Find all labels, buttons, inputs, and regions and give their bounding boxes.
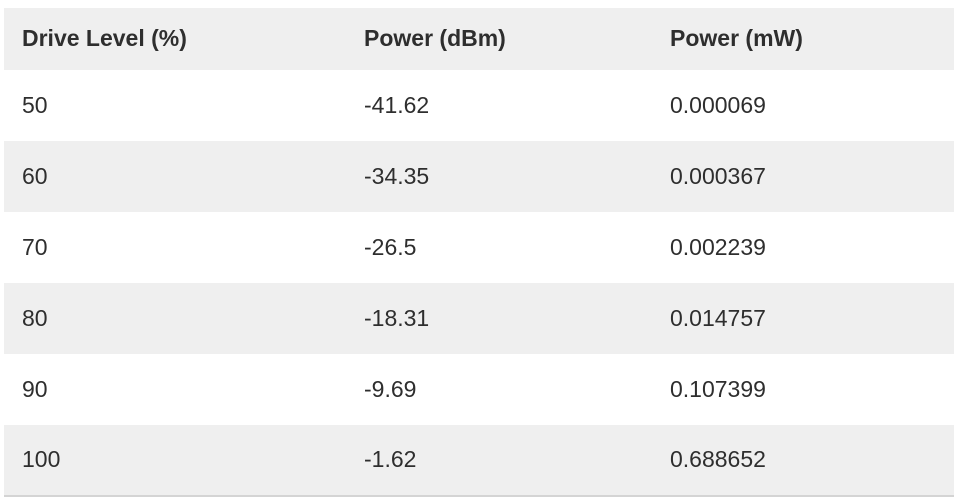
table-cell-power-mw: 0.014757	[670, 304, 766, 331]
table-cell-power-mw: 0.002239	[670, 233, 766, 260]
table-row: 70 -26.5 0.002239	[4, 212, 954, 283]
column-header-power-mw: Power (mW)	[652, 8, 954, 70]
table-row: 80 -18.31 0.014757	[4, 283, 954, 354]
power-drive-level-table: Drive Level (%) Power (dBm) Power (mW) 5…	[4, 8, 954, 497]
table-row: 60 -34.35 0.000367	[4, 141, 954, 212]
table-cell-power-dbm: -26.5	[364, 233, 417, 260]
table-cell-power-dbm: -34.35	[364, 162, 430, 189]
table-cell-power-mw: 0.000069	[670, 91, 766, 118]
table-header-row: Drive Level (%) Power (dBm) Power (mW)	[4, 8, 954, 70]
column-header-power-dbm: Power (dBm)	[346, 8, 652, 70]
table-cell-drive-level: 50	[22, 91, 48, 118]
table-cell-drive-level: 80	[22, 304, 48, 331]
table-cell-power-mw: 0.107399	[670, 375, 766, 402]
table-cell-drive-level: 90	[22, 375, 48, 402]
table-cell-power-mw: 0.688652	[670, 446, 766, 473]
table-cell-drive-level: 100	[22, 446, 61, 473]
column-header-drive-level: Drive Level (%)	[4, 8, 346, 70]
table-cell-power-dbm: -9.69	[364, 375, 417, 402]
table-cell-power-dbm: -1.62	[364, 446, 417, 473]
table-row: 50 -41.62 0.000069	[4, 70, 954, 141]
table-cell-power-mw: 0.000367	[670, 162, 766, 189]
table-row: 100 -1.62 0.688652	[4, 425, 954, 496]
table-cell-power-dbm: -41.62	[364, 91, 430, 118]
table-cell-drive-level: 60	[22, 162, 48, 189]
table-cell-drive-level: 70	[22, 233, 48, 260]
table-row: 90 -9.69 0.107399	[4, 354, 954, 425]
table-cell-power-dbm: -18.31	[364, 304, 430, 331]
